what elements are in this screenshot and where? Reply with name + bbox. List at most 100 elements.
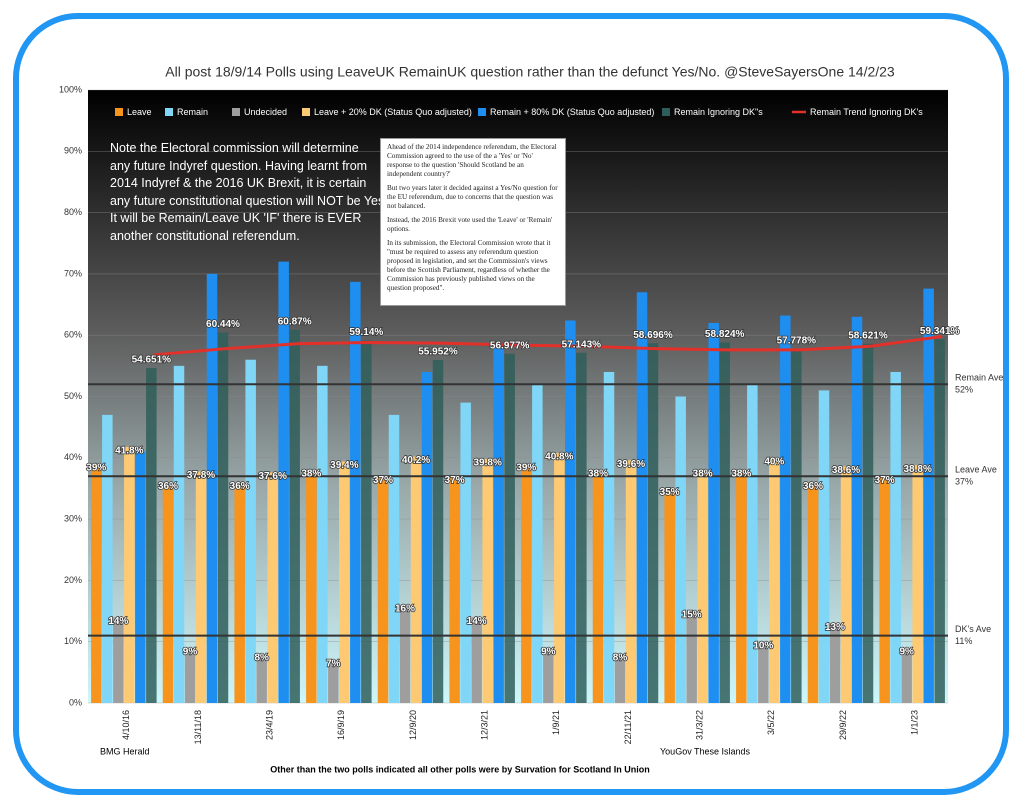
bar (113, 617, 124, 703)
y-tick-label: 100% (59, 84, 82, 94)
data-label: 58.824% (705, 329, 745, 340)
bar (719, 342, 730, 703)
data-label: 58.621% (848, 330, 888, 341)
bar (901, 647, 912, 703)
note-line: any future constitutional question will … (110, 193, 408, 208)
data-label: 8% (613, 653, 628, 664)
bar (565, 320, 576, 703)
bar (912, 465, 923, 703)
bar (636, 292, 648, 703)
bar (328, 660, 339, 703)
note-line: 2014 Indyref & the 2016 UK Brexit, it is… (110, 176, 367, 190)
bar (592, 470, 604, 703)
data-label: 57.143% (562, 339, 602, 350)
chart-title: All post 18/9/14 Polls using LeaveUK Rem… (165, 64, 895, 80)
bar (91, 463, 102, 703)
reference-value: 37% (955, 477, 973, 487)
y-tick-label: 90% (64, 146, 82, 156)
data-label: 36% (230, 481, 250, 492)
bar (532, 384, 543, 703)
bar (934, 339, 945, 703)
bar (614, 653, 626, 703)
x-tick-label: 29/9/22 (838, 710, 848, 740)
x-tick-label: 12/3/21 (480, 710, 490, 740)
bar (708, 322, 719, 703)
x-tick-label: 1/1/23 (910, 710, 920, 735)
data-label: 38% (731, 469, 751, 480)
bar (890, 371, 901, 703)
bar (339, 461, 350, 703)
data-label: 13% (825, 622, 845, 633)
legend-label: Undecided (244, 107, 287, 117)
legend-swatch (302, 108, 310, 116)
bar (217, 332, 229, 703)
bar (432, 360, 444, 703)
data-label: 41.8% (115, 445, 143, 456)
x-tick-label: 4/10/16 (121, 710, 131, 740)
bar (124, 446, 135, 703)
bar (647, 343, 659, 703)
reference-label: Leave Ave (955, 465, 997, 475)
y-tick-label: 50% (64, 391, 82, 401)
data-label: 39% (86, 463, 106, 474)
x-tick-label: 22/11/21 (623, 710, 633, 744)
data-label: 36% (158, 481, 178, 492)
bar (410, 456, 422, 703)
bar (449, 476, 460, 703)
note-line: It will be Remain/Leave UK 'IF' there is… (110, 211, 362, 225)
data-label: 38% (693, 469, 713, 480)
bar (747, 384, 758, 703)
bar (146, 367, 157, 703)
data-label: 59.14% (349, 327, 383, 338)
data-label: 40% (764, 456, 784, 467)
bar (736, 470, 747, 703)
data-label: 37% (875, 475, 895, 486)
bar (234, 482, 245, 703)
text-box: Ahead of the 2014 independence referendu… (380, 138, 566, 306)
data-label: 40.8% (545, 452, 573, 463)
x-tick-label: 16/9/19 (336, 710, 346, 740)
reference-label: DK's Ave (955, 624, 991, 634)
x-tick-label: 13/11/18 (193, 710, 203, 744)
data-label: 60.44% (206, 319, 240, 330)
bar (135, 451, 146, 703)
y-tick-label: 70% (64, 268, 82, 278)
data-label: 38% (301, 469, 321, 480)
bar (829, 623, 841, 703)
bar (102, 414, 113, 703)
box-paragraph: In its submission, the Electoral Commiss… (387, 239, 551, 292)
legend-swatch (478, 108, 486, 116)
bar (840, 466, 852, 703)
data-label: 9% (899, 646, 914, 657)
source-left: BMG Herald (100, 746, 150, 756)
box-paragraph: Ahead of the 2014 independence referendu… (387, 143, 557, 178)
data-label: 59.341% (920, 326, 960, 337)
data-label: 39.8% (473, 458, 501, 469)
legend-label: Leave + 20% DK (Status Quo adjusted) (314, 107, 472, 117)
bar (195, 471, 207, 703)
data-label: 35% (660, 487, 680, 498)
bar (664, 488, 675, 703)
source-right: YouGov These Islands (660, 746, 751, 756)
legend-label: Remain Trend Ignoring DK's (810, 107, 923, 117)
data-label: 15% (682, 610, 702, 621)
data-label: 37% (373, 475, 393, 486)
bar (576, 352, 587, 703)
legend-label: Remain (177, 107, 208, 117)
bar (879, 476, 890, 703)
bar (289, 329, 300, 703)
box-paragraph: But two years later it decided against a… (387, 184, 558, 210)
bar (504, 353, 515, 703)
data-label: 58.696% (633, 330, 673, 341)
bar (758, 641, 769, 703)
bar (350, 281, 361, 703)
data-label: 7% (326, 659, 341, 670)
bar (697, 470, 708, 703)
bar (162, 482, 174, 703)
note-line: any future Indyref question. Having lear… (110, 158, 368, 173)
bar (206, 273, 218, 703)
bar (493, 347, 504, 703)
bar (818, 390, 830, 703)
data-label: 8% (254, 653, 269, 664)
